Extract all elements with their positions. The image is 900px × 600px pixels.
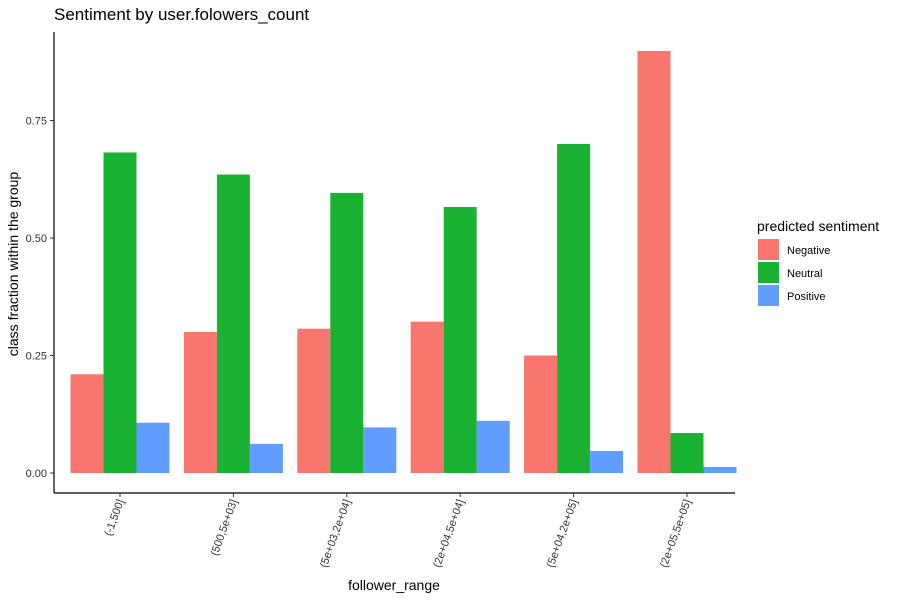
x-tick-label: (500,5e+03] xyxy=(209,498,240,558)
y-tick-label: 0.00 xyxy=(26,468,47,480)
bar-neutral-4 xyxy=(557,144,591,473)
bar-negative-0 xyxy=(70,374,104,473)
x-tick-label: (2e+05,5e+05] xyxy=(658,498,694,569)
bar-neutral-5 xyxy=(670,433,704,473)
bar-negative-5 xyxy=(637,50,671,473)
bar-negative-3 xyxy=(410,321,444,473)
y-axis-title: class fraction within the group xyxy=(5,172,21,357)
bar-positive-0 xyxy=(136,422,170,473)
bar-neutral-3 xyxy=(443,206,477,474)
x-tick-label: (5e+04,2e+05] xyxy=(545,498,581,569)
x-tick-label: (5e+03,2e+04] xyxy=(318,498,354,569)
bar-positive-3 xyxy=(476,420,510,473)
bar-negative-1 xyxy=(183,332,217,473)
legend-key-positive xyxy=(758,285,779,306)
bar-positive-2 xyxy=(363,427,397,473)
bar-positive-4 xyxy=(590,450,624,473)
x-tick-label: (2e+04,5e+04] xyxy=(431,498,467,569)
x-tick-label: (-1,500] xyxy=(103,498,127,538)
bar-neutral-0 xyxy=(103,152,137,473)
bar-positive-5 xyxy=(703,466,737,473)
bar-negative-4 xyxy=(524,355,558,473)
chart-title: Sentiment by user.folowers_count xyxy=(54,5,309,24)
y-tick-label: 0.50 xyxy=(26,233,47,245)
legend-label-negative: Negative xyxy=(787,245,830,257)
legend-key-negative xyxy=(758,239,779,260)
x-axis-title: follower_range xyxy=(348,577,440,593)
legend-key-neutral xyxy=(758,262,779,283)
y-tick-label: 0.25 xyxy=(26,351,47,363)
legend-label-neutral: Neutral xyxy=(787,268,822,280)
bar-positive-1 xyxy=(249,443,283,473)
legend: predicted sentiment Negative Neutral Posit… xyxy=(757,218,879,306)
bar-negative-2 xyxy=(297,328,331,473)
legend-label-positive: Positive xyxy=(787,291,826,303)
bar-neutral-1 xyxy=(216,174,250,474)
bar-neutral-2 xyxy=(330,192,364,473)
y-tick-label: 0.75 xyxy=(26,116,47,128)
legend-title: predicted sentiment xyxy=(757,218,879,234)
bars-group xyxy=(70,50,737,474)
